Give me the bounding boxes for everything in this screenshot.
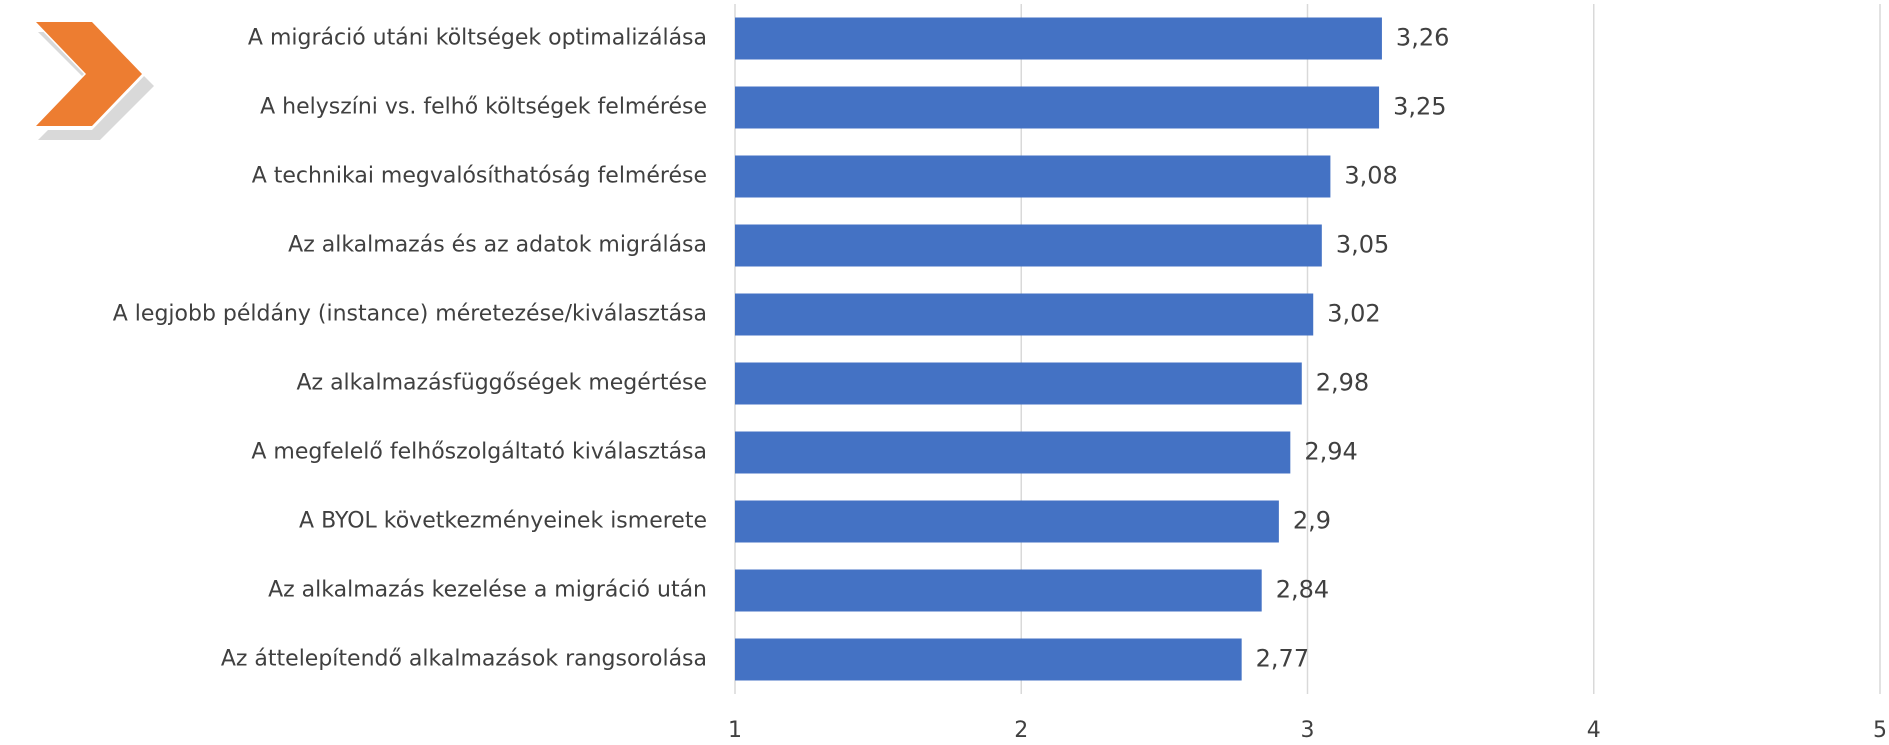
value-label: 2,9 xyxy=(1293,507,1331,535)
bar xyxy=(735,638,1242,681)
bar xyxy=(735,17,1382,60)
y-tick-label: A helyszíni vs. felhő költségek felmérés… xyxy=(260,95,707,120)
y-tick-label: A technikai megvalósíthatóság felmérése xyxy=(252,164,707,189)
bar xyxy=(735,86,1380,129)
value-label: 3,05 xyxy=(1336,231,1389,259)
x-tick-label: 3 xyxy=(1301,718,1315,743)
value-label: 2,77 xyxy=(1256,645,1309,673)
x-tick-label: 4 xyxy=(1587,718,1601,743)
value-label: 3,02 xyxy=(1327,300,1380,328)
bar xyxy=(735,155,1331,198)
y-tick-label: Az alkalmazásfüggőségek megértése xyxy=(296,371,707,396)
y-tick-label: Az alkalmazás kezelése a migráció után xyxy=(268,578,707,603)
x-tick-label: 1 xyxy=(728,718,742,743)
bar xyxy=(735,500,1279,543)
value-label: 2,84 xyxy=(1276,576,1329,604)
value-label: 3,26 xyxy=(1396,24,1449,52)
bar xyxy=(735,431,1291,474)
value-label: 2,94 xyxy=(1304,438,1357,466)
y-tick-label: A migráció utáni költségek optimalizálás… xyxy=(248,26,707,51)
bar xyxy=(735,569,1262,612)
y-tick-label: A BYOL következményeinek ismerete xyxy=(299,509,707,534)
value-label: 2,98 xyxy=(1316,369,1369,397)
x-tick-label: 2 xyxy=(1014,718,1028,743)
y-tick-label: Az alkalmazás és az adatok migrálása xyxy=(288,233,707,258)
y-tick-label: A legjobb példány (instance) méretezése/… xyxy=(113,302,707,327)
chevron-icon xyxy=(30,18,154,140)
bar xyxy=(735,224,1322,267)
y-tick-label: Az áttelepítendő alkalmazások rangsorolá… xyxy=(221,647,707,672)
value-label: 3,25 xyxy=(1393,93,1446,121)
y-tick-label: A megfelelő felhőszolgáltató kiválasztás… xyxy=(251,440,707,465)
x-tick-label: 5 xyxy=(1873,718,1887,743)
bar xyxy=(735,362,1302,405)
value-label: 3,08 xyxy=(1344,162,1397,190)
bar xyxy=(735,293,1314,336)
